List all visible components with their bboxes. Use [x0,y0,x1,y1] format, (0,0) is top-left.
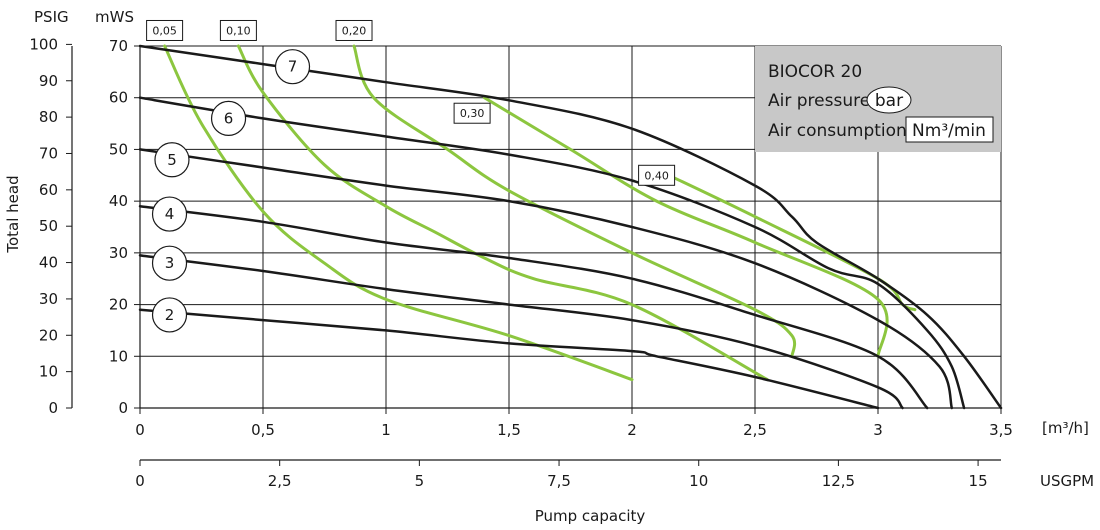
m3h-unit-label: [m³/h] [1042,419,1089,437]
x-axis-title: Pump capacity [535,507,646,525]
mws-tick-label: 30 [109,244,128,262]
usgpm-tick-label: 5 [415,472,425,490]
m3h-tick-label: 2,5 [743,421,767,439]
chart-title: BIOCOR 20 [768,62,862,82]
consumption-label-box [146,19,184,41]
pressure-label-4: 4 [165,205,175,223]
usgpm-unit-label: USGPM [1040,472,1094,490]
mws-axis-label: mWS [95,8,134,26]
pressure-label-circle [274,49,311,85]
pressure-label-5: 5 [167,151,177,169]
psig-tick-label: 90 [39,72,58,90]
psig-tick-label: 30 [39,290,58,308]
psig-tick-label: 10 [39,363,58,381]
pressure-curve-5 [138,148,954,410]
usgpm-tick-label: 2,5 [268,472,292,490]
psig-tick-label: 80 [39,108,58,126]
consumption-label-0,20: 0,20 [342,24,367,37]
pressure-label-3: 3 [165,254,175,272]
usgpm-tick-label: 12,5 [822,472,855,490]
m3h-tick-label: 1 [381,421,391,439]
pressure-label-2: 2 [165,306,175,324]
legend-box: BIOCOR 20 Air pressure bar Air consumpti… [755,46,1001,152]
mws-tick-label: 20 [109,296,128,314]
pressure-curve-6 [138,96,966,410]
air-consumption-unit: Nm³/min [912,121,986,141]
pressure-curve-3 [138,254,904,410]
m3h-tick-label: 3 [873,421,883,439]
consumption-label-0,10: 0,10 [226,24,251,37]
pressure-label-circle [151,196,188,232]
consumption-label-box [453,102,491,124]
consumption-label-box [335,19,373,41]
mws-tick-label: 60 [109,89,128,107]
usgpm-tick-label: 0 [135,472,145,490]
air-pressure-unit-badge [866,86,912,114]
consumption-curve-0,05 [163,44,634,382]
psig-tick-label: 100 [29,35,58,53]
pressure-label-circle [210,100,247,137]
consumption-label-box [219,19,257,41]
usgpm-tick-label: 7,5 [547,472,571,490]
air-consumption-label: Air consumption [768,121,907,141]
usgpm-tick-label: 15 [969,472,988,490]
m3h-tick-label: 2 [627,421,637,439]
consumption-curve-0,30 [482,96,889,358]
air-consumption-curves [163,44,917,382]
usgpm-tick-label: 10 [689,472,708,490]
pressure-curve-7 [138,44,1003,410]
psig-tick-label: 50 [39,217,58,235]
consumption-label-0,40: 0,40 [644,169,669,182]
consumption-label-box [638,164,676,186]
psig-tick-label: 40 [39,254,58,272]
m3h-tick-label: 0,5 [251,421,275,439]
pressure-label-7: 7 [288,58,298,76]
consumption-curve-0,20 [352,44,797,358]
curve-labels: 7 6 5 4 3 2 0,05 0,10 0,20 0,30 0,40 [146,19,676,333]
m3h-tick-label: 3,5 [989,421,1013,439]
pressure-label-circle [151,297,188,333]
consumption-label-0,30: 0,30 [460,107,485,120]
psig-tick-label: 70 [39,144,58,162]
air-pressure-curves [138,44,1003,410]
consumption-label-0,05: 0,05 [152,24,177,37]
air-pressure-unit: bar [875,91,903,111]
pressure-curve-2 [138,308,880,410]
pressure-label-6: 6 [224,109,234,127]
y-axis-title: Total head [4,175,22,253]
pressure-label-circle [151,245,188,281]
psig-tick-label: 0 [48,399,58,417]
psig-tick-label: 20 [39,326,58,344]
mws-tick-label: 70 [109,37,128,55]
m3h-tick-label: 1,5 [497,421,521,439]
mws-tick-label: 50 [109,140,128,158]
mws-tick-label: 40 [109,192,128,210]
mws-tick-label: 0 [118,399,128,417]
pressure-curve-4 [138,205,929,410]
psig-axis-label: PSIG [34,8,69,26]
air-pressure-label: Air pressure [768,91,870,111]
air-consumption-unit-badge [905,116,994,143]
psig-tick-label: 60 [39,181,58,199]
mws-tick-label: 10 [109,347,128,365]
m3h-tick-label: 0 [135,421,145,439]
pressure-label-circle [154,142,190,178]
